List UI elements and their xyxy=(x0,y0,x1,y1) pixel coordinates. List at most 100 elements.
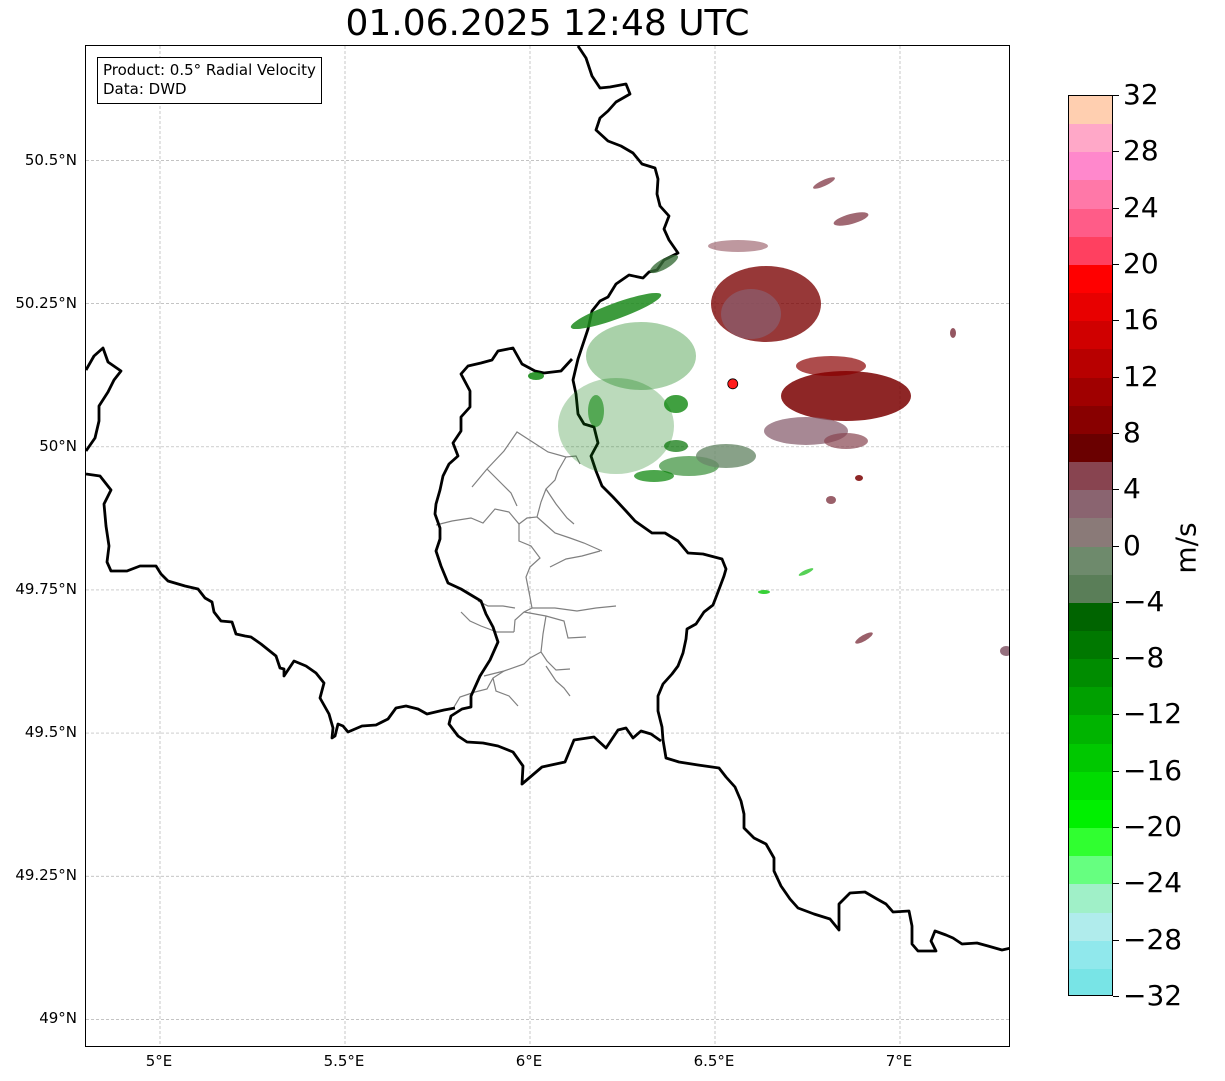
colorbar-tick-mark xyxy=(1113,601,1119,603)
echo-patch-inbound xyxy=(758,590,770,594)
lon-tick-label: 5°E xyxy=(145,1052,173,1070)
echo-patch-outbound xyxy=(1000,646,1009,656)
echo-patch-inbound xyxy=(528,372,544,380)
district-line xyxy=(540,615,571,671)
colorbar-tick-mark xyxy=(1113,996,1119,997)
border-line xyxy=(86,346,123,452)
district-line xyxy=(483,651,542,677)
colorbar-tick-mark xyxy=(1113,770,1119,772)
colorbar-tick-mark xyxy=(1113,151,1119,153)
colorbar-tick-label: 8 xyxy=(1123,415,1141,449)
lat-tick-label: 50.5°N xyxy=(24,150,77,169)
colorbar-tick-mark xyxy=(1113,489,1119,491)
colorbar-tick-label: −20 xyxy=(1123,810,1183,844)
colorbar-bin xyxy=(1069,152,1112,181)
colorbar-bin xyxy=(1069,828,1112,857)
district-line xyxy=(453,670,505,708)
product-label: Product: 0.5° Radial Velocity xyxy=(103,61,316,79)
colorbar-bin xyxy=(1069,743,1112,773)
colorbar-tick-mark xyxy=(1113,376,1119,378)
echo-patch-inbound xyxy=(798,568,814,576)
colorbar-tick-label: −28 xyxy=(1123,922,1183,956)
echo-patch-outbound xyxy=(721,289,781,339)
lon-tick-label: 7°E xyxy=(885,1052,913,1070)
district-line xyxy=(460,611,514,633)
echo-patch-inbound xyxy=(570,292,662,330)
colorbar-unit-label: m/s xyxy=(1169,522,1203,574)
district-line xyxy=(549,550,601,568)
colorbar-bin xyxy=(1069,208,1112,238)
border-line xyxy=(433,346,662,786)
colorbar-tick-label: 0 xyxy=(1123,528,1141,562)
map-panel[interactable] xyxy=(85,45,1010,1047)
colorbar-bin xyxy=(1069,602,1112,632)
district-line xyxy=(513,524,541,633)
colorbar-tick-mark xyxy=(1113,207,1119,209)
colorbar-tick-label: −16 xyxy=(1123,753,1183,787)
district-line xyxy=(486,468,518,507)
district-line xyxy=(435,456,567,526)
echo-patch-inbound xyxy=(696,444,756,468)
echo-patch-outbound xyxy=(826,496,836,504)
lat-tick-label: 50.25°N xyxy=(15,293,77,312)
border-line xyxy=(86,472,456,740)
district-line xyxy=(523,611,587,639)
echo-patch-inbound xyxy=(586,322,696,390)
colorbar-tick-mark xyxy=(1113,545,1119,547)
velocity-colorbar xyxy=(1068,95,1113,996)
colorbar-bin xyxy=(1069,884,1112,914)
colorbar-tick-mark xyxy=(1113,432,1119,434)
colorbar-bin xyxy=(1069,715,1112,745)
colorbar-tick-label: 12 xyxy=(1123,359,1159,393)
colorbar-tick-label: 16 xyxy=(1123,303,1159,337)
district-line xyxy=(532,605,617,612)
echo-patch-inbound xyxy=(649,254,679,274)
lon-tick-label: 5.5°E xyxy=(323,1052,365,1070)
colorbar-bin xyxy=(1069,124,1112,153)
colorbar-bin xyxy=(1069,771,1112,801)
colorbar-bin xyxy=(1069,96,1112,125)
lat-tick-label: 49.75°N xyxy=(15,579,77,598)
echo-patch-outbound xyxy=(813,177,835,189)
velocity-echoes xyxy=(528,177,1009,656)
country-borders xyxy=(86,46,1009,953)
data-source-label: Data: DWD xyxy=(103,80,187,98)
colorbar-bin xyxy=(1069,856,1112,885)
district-line xyxy=(545,488,575,525)
colorbar-bin xyxy=(1069,940,1112,970)
colorbar-tick-label: 32 xyxy=(1123,78,1159,111)
district-boundaries xyxy=(435,431,617,708)
colorbar-tick-label: 20 xyxy=(1123,246,1159,280)
colorbar-bin xyxy=(1069,518,1112,547)
colorbar-bin xyxy=(1069,321,1112,350)
echo-patch-outbound xyxy=(833,212,869,226)
colorbar-bin xyxy=(1069,433,1112,463)
echo-patch-inbound xyxy=(558,378,674,474)
district-line xyxy=(536,516,603,552)
colorbar-tick-label: 24 xyxy=(1123,190,1159,224)
colorbar-bin xyxy=(1069,546,1112,576)
colorbar-tick-mark xyxy=(1113,658,1119,660)
colorbar-tick-mark xyxy=(1113,263,1119,265)
colorbar-tick-label: −32 xyxy=(1123,979,1183,1012)
colorbar-bin xyxy=(1069,180,1112,210)
colorbar-bin xyxy=(1069,490,1112,519)
colorbar-tick-label: −24 xyxy=(1123,866,1183,900)
echo-patch-outbound xyxy=(950,328,956,338)
lat-tick-label: 49.25°N xyxy=(15,866,77,885)
radar-site-marker[interactable] xyxy=(727,378,739,390)
colorbar-bin xyxy=(1069,574,1112,604)
colorbar-tick-mark xyxy=(1113,883,1119,885)
echo-patch-inbound xyxy=(588,395,604,427)
colorbar-tick-mark xyxy=(1113,714,1119,716)
district-line xyxy=(471,431,581,488)
colorbar-tick-label: −12 xyxy=(1123,697,1183,731)
colorbar-bin xyxy=(1069,912,1112,942)
colorbar-bin xyxy=(1069,377,1112,407)
colorbar-tick-mark xyxy=(1113,939,1119,941)
colorbar-bin xyxy=(1069,293,1112,322)
lat-tick-label: 49.5°N xyxy=(24,723,77,742)
lon-tick-label: 6.5°E xyxy=(693,1052,735,1070)
echo-patch-inbound xyxy=(664,395,688,413)
echo-patch-inbound xyxy=(634,470,674,482)
